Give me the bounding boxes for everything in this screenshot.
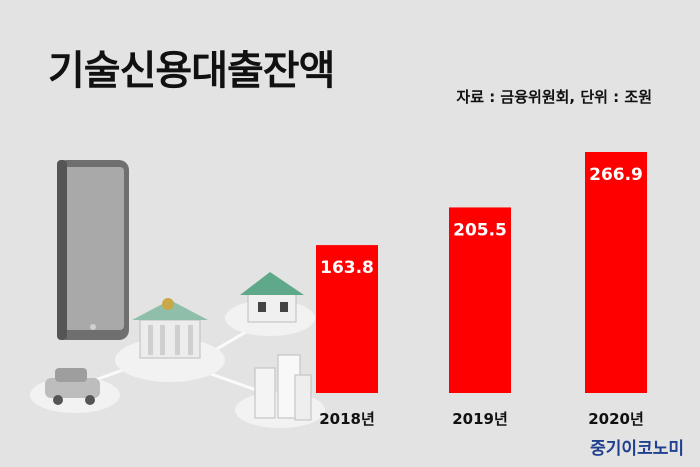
house-icon (240, 272, 304, 323)
category-label: 2020년 (588, 410, 644, 428)
bar-2018년 (316, 245, 378, 393)
publisher-logo: 중기이코노미 (590, 439, 684, 459)
category-label: 2019년 (452, 410, 508, 428)
bank-building-icon (132, 298, 208, 359)
source-note: 자료 : 금융위원회, 단위 : 조원 (456, 88, 652, 106)
chart-title: 기술신용대출잔액 (48, 48, 335, 94)
car-icon (45, 368, 100, 405)
bar-2019년 (449, 207, 511, 393)
data-label: 266.9 (589, 165, 643, 185)
bar-2020년 (585, 152, 647, 393)
bar-chart: 163.8 2018년 205.5 2019년 266.9 2020년 (316, 152, 647, 428)
smartphone-icon (57, 160, 129, 340)
apartment-buildings-icon (254, 354, 312, 421)
category-label: 2018년 (319, 410, 375, 428)
data-label: 205.5 (453, 220, 507, 240)
data-label: 163.8 (320, 258, 374, 278)
